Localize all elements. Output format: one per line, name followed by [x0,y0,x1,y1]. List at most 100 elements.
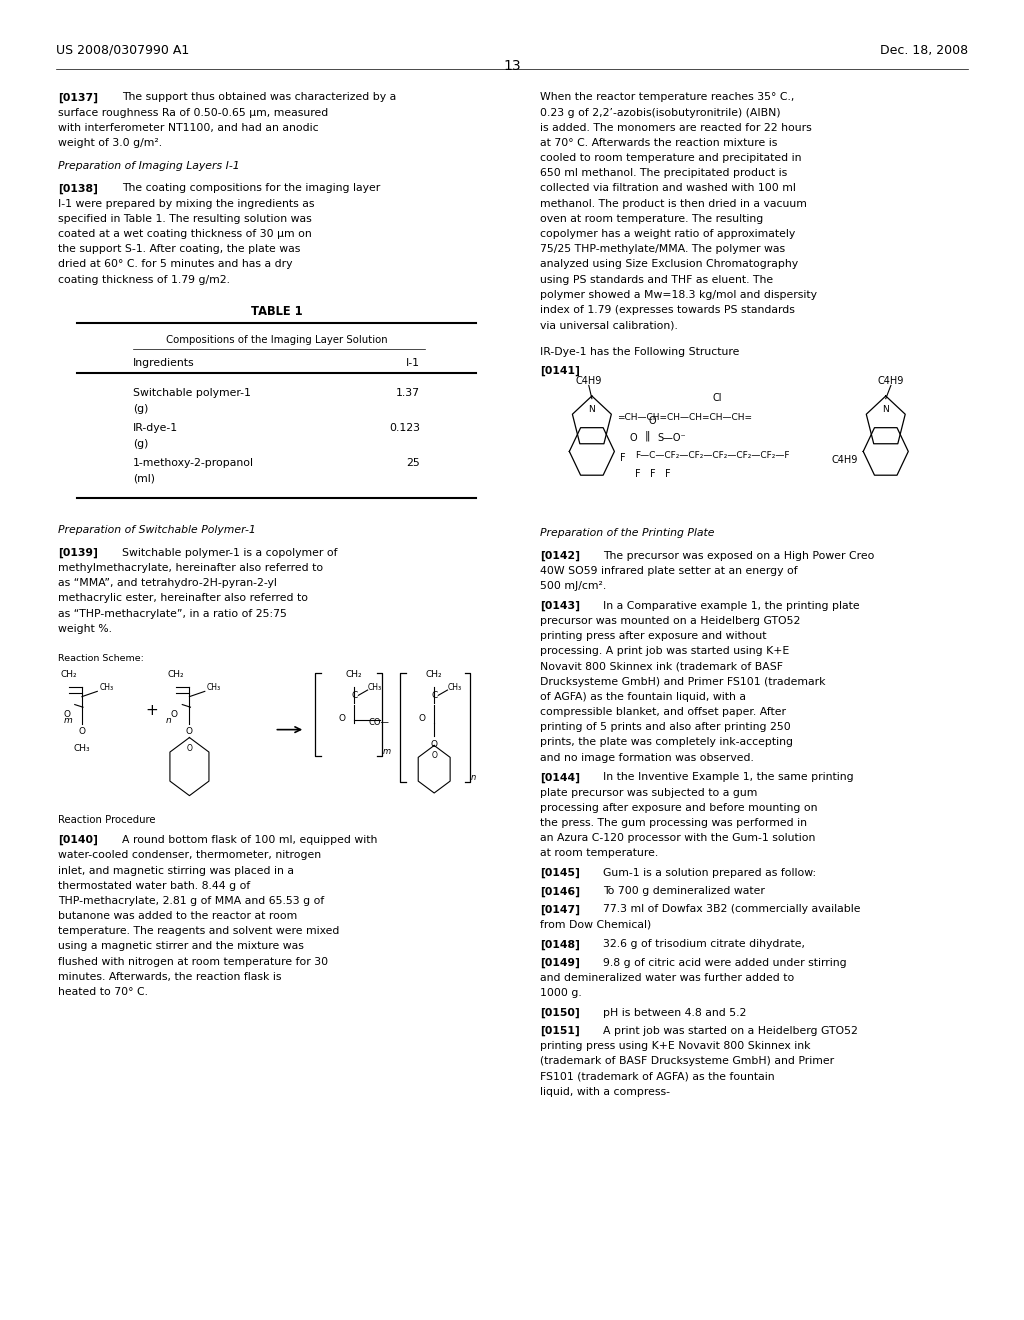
Text: THP-methacrylate, 2.81 g of MMA and 65.53 g of: THP-methacrylate, 2.81 g of MMA and 65.5… [58,896,325,906]
Text: [0143]: [0143] [540,601,580,611]
Text: liquid, with a compress-: liquid, with a compress- [540,1086,670,1097]
Text: temperature. The reagents and solvent were mixed: temperature. The reagents and solvent we… [58,927,340,936]
Text: [0145]: [0145] [540,869,580,878]
Text: CH₃: CH₃ [99,684,114,693]
Text: using a magnetic stirrer and the mixture was: using a magnetic stirrer and the mixture… [58,941,304,952]
Text: weight of 3.0 g/m².: weight of 3.0 g/m². [58,137,163,148]
Text: m: m [383,747,391,756]
Text: [0151]: [0151] [540,1026,580,1036]
Text: precursor was mounted on a Heidelberg GTO52: precursor was mounted on a Heidelberg GT… [540,616,800,626]
Text: butanone was added to the reactor at room: butanone was added to the reactor at roo… [58,911,298,921]
Text: analyzed using Size Exclusion Chromatography: analyzed using Size Exclusion Chromatogr… [540,259,798,269]
Text: CH₃: CH₃ [74,744,90,754]
Text: A print job was started on a Heidelberg GTO52: A print job was started on a Heidelberg … [603,1026,858,1036]
Text: [0146]: [0146] [540,886,580,896]
Text: [0138]: [0138] [58,183,98,194]
Text: The support thus obtained was characterized by a: The support thus obtained was characteri… [122,92,396,103]
Text: printing press after exposure and without: printing press after exposure and withou… [540,631,766,642]
Text: Preparation of the Printing Plate: Preparation of the Printing Plate [540,528,714,539]
Text: TABLE 1: TABLE 1 [251,305,302,318]
Text: water-cooled condenser, thermometer, nitrogen: water-cooled condenser, thermometer, nit… [58,850,322,861]
Text: O: O [431,741,437,750]
Text: CH₃: CH₃ [447,684,462,693]
Text: 13: 13 [503,59,521,74]
Text: compressible blanket, and offset paper. After: compressible blanket, and offset paper. … [540,708,785,717]
Text: specified in Table 1. The resulting solution was: specified in Table 1. The resulting solu… [58,214,312,224]
Text: n: n [471,774,476,783]
Text: (g): (g) [133,404,148,413]
Text: I-1 were prepared by mixing the ingredients as: I-1 were prepared by mixing the ingredie… [58,198,314,209]
Text: the support S-1. After coating, the plate was: the support S-1. After coating, the plat… [58,244,301,255]
Text: Drucksysteme GmbH) and Primer FS101 (trademark: Drucksysteme GmbH) and Primer FS101 (tra… [540,677,825,686]
Text: O: O [419,714,425,723]
Text: O: O [79,727,85,737]
Text: [0144]: [0144] [540,772,580,783]
Text: n: n [166,717,172,726]
Text: using PS standards and THF as eluent. The: using PS standards and THF as eluent. Th… [540,275,773,285]
Text: [0149]: [0149] [540,957,580,968]
Text: +: + [145,704,158,718]
Text: US 2008/0307990 A1: US 2008/0307990 A1 [56,44,189,57]
Text: O: O [648,416,655,426]
Text: printing press using K+E Novavit 800 Skinnex ink: printing press using K+E Novavit 800 Ski… [540,1041,810,1051]
Text: [0139]: [0139] [58,548,98,558]
Text: F—C—CF₂—CF₂—CF₂—CF₂—CF₂—F: F—C—CF₂—CF₂—CF₂—CF₂—CF₂—F [635,451,790,461]
Text: C4H9: C4H9 [878,376,904,387]
Text: N: N [589,405,595,413]
Text: of AGFA) as the fountain liquid, with a: of AGFA) as the fountain liquid, with a [540,692,745,702]
Text: an Azura C-120 processor with the Gum-1 solution: an Azura C-120 processor with the Gum-1 … [540,833,815,843]
Text: Preparation of Imaging Layers I-1: Preparation of Imaging Layers I-1 [58,161,240,170]
Text: The precursor was exposed on a High Power Creo: The precursor was exposed on a High Powe… [603,550,874,561]
Text: oven at room temperature. The resulting: oven at room temperature. The resulting [540,214,763,224]
Text: dried at 60° C. for 5 minutes and has a dry: dried at 60° C. for 5 minutes and has a … [58,259,293,269]
Text: O: O [339,714,345,723]
Text: C4H9: C4H9 [575,376,602,387]
Text: at 70° C. Afterwards the reaction mixture is: at 70° C. Afterwards the reaction mixtur… [540,137,777,148]
Text: prints, the plate was completely ink-accepting: prints, the plate was completely ink-acc… [540,738,793,747]
Text: [0150]: [0150] [540,1007,580,1018]
Text: In a Comparative example 1, the printing plate: In a Comparative example 1, the printing… [603,601,860,611]
Text: Reaction Scheme:: Reaction Scheme: [58,653,144,663]
Text: copolymer has a weight ratio of approximately: copolymer has a weight ratio of approxim… [540,230,795,239]
Text: Reaction Procedure: Reaction Procedure [58,816,156,825]
Text: 32.6 g of trisodium citrate dihydrate,: 32.6 g of trisodium citrate dihydrate, [603,940,805,949]
Text: 0.23 g of 2,2’-azobis(isobutyronitrile) (AIBN): 0.23 g of 2,2’-azobis(isobutyronitrile) … [540,107,780,117]
Text: Ingredients: Ingredients [133,358,195,368]
Text: [0137]: [0137] [58,92,98,103]
Text: C: C [351,692,357,701]
Text: heated to 70° C.: heated to 70° C. [58,987,148,997]
Text: cooled to room temperature and precipitated in: cooled to room temperature and precipita… [540,153,801,164]
Text: minutes. Afterwards, the reaction flask is: minutes. Afterwards, the reaction flask … [58,972,282,982]
Text: 650 ml methanol. The precipitated product is: 650 ml methanol. The precipitated produc… [540,168,786,178]
Text: index of 1.79 (expresses towards PS standards: index of 1.79 (expresses towards PS stan… [540,305,795,315]
Text: from Dow Chemical): from Dow Chemical) [540,920,651,929]
Text: 500 mJ/cm².: 500 mJ/cm². [540,581,606,591]
Text: CH₂: CH₂ [168,671,184,680]
Text: [0142]: [0142] [540,550,580,561]
Text: C4H9: C4H9 [831,455,858,466]
Text: 1.37: 1.37 [396,388,420,399]
Text: Compositions of the Imaging Layer Solution: Compositions of the Imaging Layer Soluti… [166,335,387,346]
Text: CH₃: CH₃ [207,684,221,693]
Text: (ml): (ml) [133,474,155,483]
Text: 9.8 g of citric acid were added under stirring: 9.8 g of citric acid were added under st… [603,957,847,968]
Text: Dec. 18, 2008: Dec. 18, 2008 [880,44,968,57]
Text: O: O [186,727,193,737]
Text: 1-methoxy-2-propanol: 1-methoxy-2-propanol [133,458,254,469]
Text: processing after exposure and before mounting on: processing after exposure and before mou… [540,803,817,813]
Text: m: m [63,717,73,726]
Text: 40W SO59 infrared plate setter at an energy of: 40W SO59 infrared plate setter at an ene… [540,566,798,576]
Text: O: O [186,744,193,754]
Text: N: N [883,405,889,413]
Text: O: O [630,433,637,444]
Text: Cl: Cl [712,393,722,404]
Text: Gum-1 is a solution prepared as follow:: Gum-1 is a solution prepared as follow: [603,869,816,878]
Text: [0140]: [0140] [58,836,98,845]
Text: as “THP-methacrylate”, in a ratio of 25:75: as “THP-methacrylate”, in a ratio of 25:… [58,609,288,619]
Text: methacrylic ester, hereinafter also referred to: methacrylic ester, hereinafter also refe… [58,593,308,603]
Text: Preparation of Switchable Polymer-1: Preparation of Switchable Polymer-1 [58,525,256,535]
Text: F   F   F: F F F [635,469,671,479]
Text: methanol. The product is then dried in a vacuum: methanol. The product is then dried in a… [540,198,807,209]
Text: 25: 25 [407,458,420,469]
Text: (g): (g) [133,438,148,449]
